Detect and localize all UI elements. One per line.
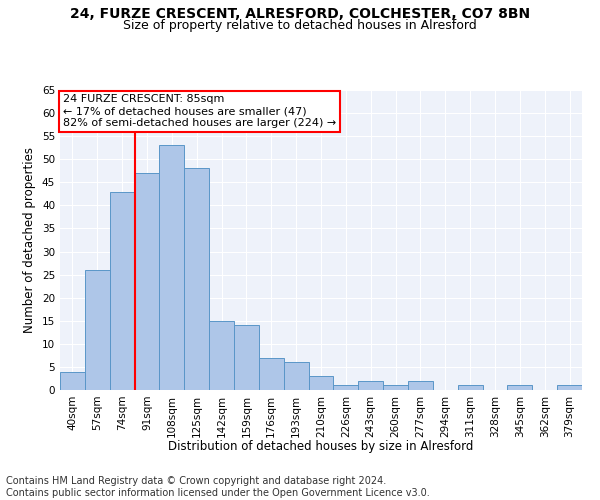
Bar <box>308 376 334 390</box>
Bar <box>557 386 582 390</box>
Bar <box>134 173 160 390</box>
Text: Size of property relative to detached houses in Alresford: Size of property relative to detached ho… <box>123 18 477 32</box>
Text: 24 FURZE CRESCENT: 85sqm
← 17% of detached houses are smaller (47)
82% of semi-d: 24 FURZE CRESCENT: 85sqm ← 17% of detach… <box>62 94 336 128</box>
Text: Contains HM Land Registry data © Crown copyright and database right 2024.
Contai: Contains HM Land Registry data © Crown c… <box>6 476 430 498</box>
Bar <box>458 386 482 390</box>
Bar <box>334 386 358 390</box>
Bar <box>110 192 134 390</box>
Bar <box>408 381 433 390</box>
Bar <box>184 168 209 390</box>
Y-axis label: Number of detached properties: Number of detached properties <box>23 147 37 333</box>
Bar <box>508 386 532 390</box>
Bar <box>284 362 308 390</box>
Bar <box>234 326 259 390</box>
X-axis label: Distribution of detached houses by size in Alresford: Distribution of detached houses by size … <box>169 440 473 453</box>
Bar <box>85 270 110 390</box>
Bar <box>60 372 85 390</box>
Bar <box>209 321 234 390</box>
Bar <box>160 146 184 390</box>
Bar <box>383 386 408 390</box>
Bar <box>259 358 284 390</box>
Text: 24, FURZE CRESCENT, ALRESFORD, COLCHESTER, CO7 8BN: 24, FURZE CRESCENT, ALRESFORD, COLCHESTE… <box>70 8 530 22</box>
Bar <box>358 381 383 390</box>
